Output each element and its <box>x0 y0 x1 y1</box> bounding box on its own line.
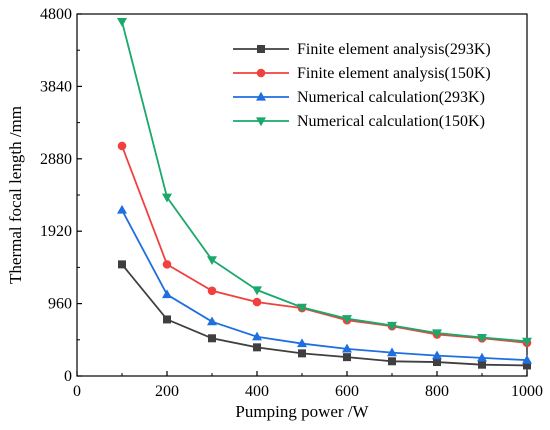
data-point <box>207 316 217 326</box>
data-point <box>388 357 396 366</box>
data-point <box>207 256 217 266</box>
data-point <box>207 286 217 296</box>
y-tick-label: 3840 <box>40 78 72 95</box>
data-point <box>252 297 262 307</box>
data-point <box>117 141 127 151</box>
y-tick-label: 960 <box>48 296 72 313</box>
y-tick-label: 0 <box>64 368 72 385</box>
data-point <box>118 260 126 269</box>
data-point <box>117 17 127 27</box>
data-point <box>387 347 397 357</box>
series-1 <box>118 260 531 370</box>
legend-item-1: Finite element analysis(293K) <box>233 41 491 58</box>
legend-label: Numerical calculation(150K) <box>297 113 485 130</box>
x-tick-label: 0 <box>73 383 81 400</box>
data-point <box>433 358 441 367</box>
data-point <box>477 352 487 362</box>
data-point <box>342 343 352 353</box>
data-point <box>522 354 532 364</box>
data-point <box>432 350 442 360</box>
legend: Finite element analysis(293K) Finite elem… <box>233 41 491 130</box>
legend-label: Numerical calculation(293K) <box>297 89 485 106</box>
data-point <box>162 289 172 299</box>
data-point <box>432 329 442 339</box>
x-axis-label: Pumping power /W <box>235 402 369 421</box>
legend-marker <box>256 68 266 78</box>
series-line <box>121 209 528 362</box>
y-axis-label: Thermal focal length /mm <box>6 106 25 284</box>
legend-label: Finite element analysis(293K) <box>297 41 491 58</box>
x-tick-label: 400 <box>245 383 269 400</box>
series-3 <box>117 204 532 364</box>
data-point <box>297 338 307 348</box>
data-point <box>162 260 172 269</box>
axes: 0 200 400 600 800 1000 0 960 1920 2880 3840 4800 <box>40 6 543 400</box>
series-2 <box>117 141 532 348</box>
data-point <box>298 349 306 358</box>
x-tick-label: 600 <box>335 383 359 400</box>
data-point <box>253 343 261 352</box>
legend-marker <box>256 91 266 101</box>
legend-label: Finite element analysis(150K) <box>297 65 491 82</box>
y-tick-label: 2880 <box>40 151 72 168</box>
legend-item-2: Finite element analysis(150K) <box>233 65 491 82</box>
data-point <box>477 333 487 343</box>
data-point <box>343 353 351 362</box>
y-tick-label: 4800 <box>40 6 72 23</box>
y-tick-label: 1920 <box>40 223 72 240</box>
legend-item-4: Numerical calculation(150K) <box>233 113 485 130</box>
data-point <box>478 360 486 369</box>
series-4 <box>117 17 532 347</box>
data-point <box>297 303 307 313</box>
data-point <box>522 337 532 347</box>
data-point <box>163 315 171 324</box>
x-tick-label: 800 <box>425 383 449 400</box>
data-point <box>208 334 216 343</box>
x-tick-label: 200 <box>155 383 179 400</box>
data-point <box>523 361 531 370</box>
data-point <box>117 204 127 214</box>
series-line <box>121 21 528 343</box>
series-layer <box>117 17 532 370</box>
x-tick-label: 1000 <box>511 383 543 400</box>
legend-item-3: Numerical calculation(293K) <box>233 89 485 106</box>
data-point <box>252 286 262 296</box>
series-line <box>121 145 528 344</box>
data-point <box>342 315 352 324</box>
legend-marker <box>256 117 266 127</box>
data-point <box>387 321 397 331</box>
data-point <box>162 193 172 203</box>
series-line <box>121 263 528 367</box>
data-point <box>252 331 262 341</box>
legend-marker <box>257 45 265 53</box>
